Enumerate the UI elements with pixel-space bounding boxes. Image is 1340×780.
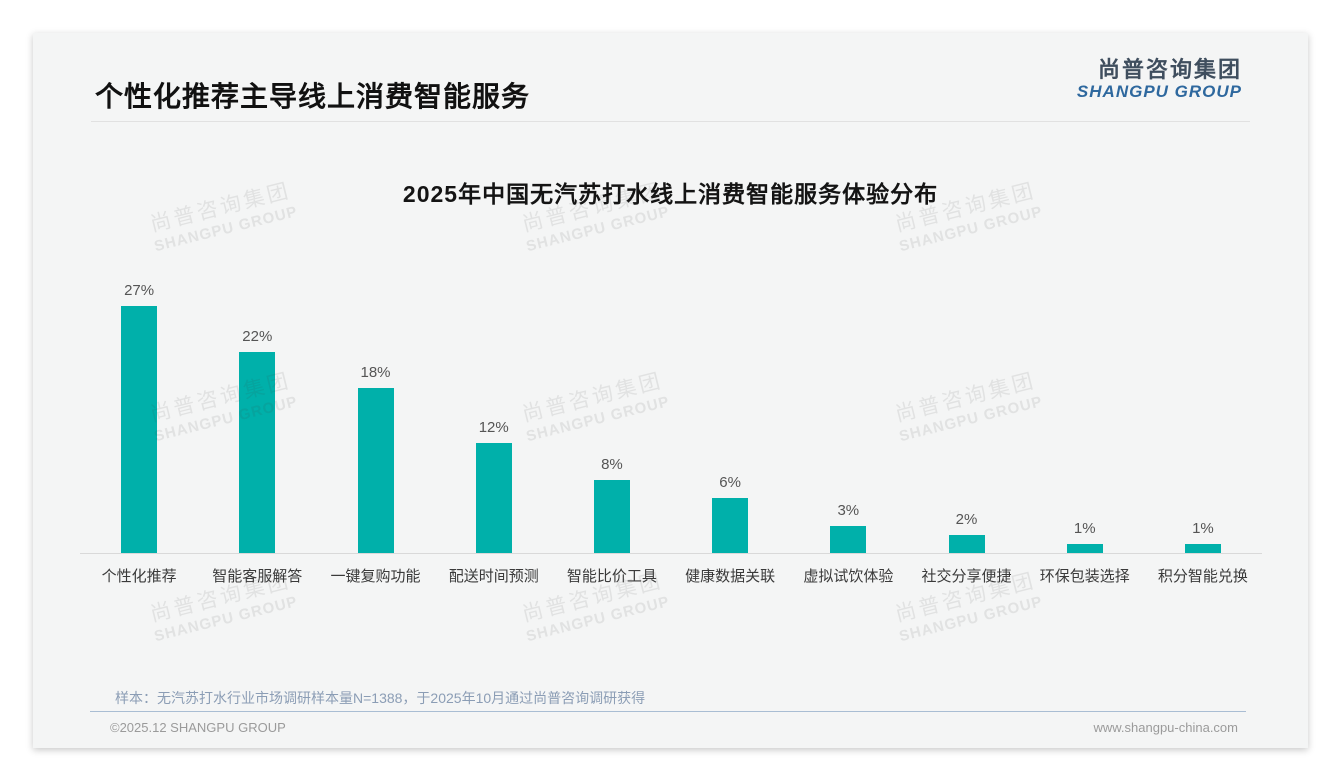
bar-column: 2% — [907, 511, 1025, 553]
bar-value-label: 1% — [1192, 520, 1214, 537]
bar — [948, 535, 985, 553]
watermark-english-text: SHANGPU GROUP — [524, 593, 672, 646]
slide-card: 个性化推荐主导线上消费智能服务 尚普咨询集团 SHANGPU GROUP 202… — [33, 33, 1308, 748]
bar-value-label: 1% — [1073, 520, 1096, 537]
bar-value-label: 12% — [478, 419, 509, 436]
watermark-english-text: SHANGPU GROUP — [152, 593, 300, 646]
bar-column: 12% — [435, 419, 553, 553]
page-title: 个性化推荐主导线上消费智能服务 — [95, 81, 531, 112]
footer-divider — [90, 711, 1246, 712]
bar-category-label: 虚拟试饮体验 — [803, 568, 894, 585]
bar-column: 18% — [316, 364, 434, 553]
bar-value-label: 18% — [360, 364, 391, 381]
logo-english-text: SHANGPU GROUP — [1076, 82, 1242, 102]
sample-footnote: 样本：无汽苏打水行业市场调研样本量N=1388，于2025年10月通过尚普咨询调… — [115, 690, 646, 706]
bar-column: 3% — [789, 502, 907, 553]
bar-category-label: 社交分享便捷 — [921, 568, 1012, 585]
bar — [1184, 544, 1221, 553]
bar-value-label: 3% — [837, 502, 860, 519]
website-text: www.shangpu-china.com — [1093, 720, 1238, 735]
chart-title: 2025年中国无汽苏打水线上消费智能服务体验分布 — [402, 181, 939, 207]
bar-value-label: 2% — [955, 511, 978, 528]
bar-category-label: 智能比价工具 — [566, 568, 657, 585]
bar — [121, 306, 158, 553]
bar-column: 6% — [671, 474, 789, 553]
bar-category-label: 配送时间预测 — [448, 568, 539, 585]
footer: ©2025.12 SHANGPU GROUP www.shangpu-china… — [110, 720, 1238, 735]
bar-value-label: 22% — [242, 328, 273, 345]
copyright-text: ©2025.12 SHANGPU GROUP — [110, 720, 286, 735]
bar-plot: 27% 22% 18% 12% 8% 6% 3% 2% 1% 1% — [80, 271, 1262, 554]
bar-value-label: 8% — [601, 456, 623, 473]
bar-column: 27% — [80, 282, 198, 553]
bar — [712, 498, 749, 553]
bar-column: 8% — [553, 456, 671, 553]
logo-chinese-text: 尚普咨询集团 — [1097, 57, 1242, 82]
bar-value-label: 27% — [124, 282, 155, 299]
bar — [593, 480, 630, 553]
company-logo: 尚普咨询集团 SHANGPU GROUP — [1077, 57, 1242, 102]
bar-categories: 个性化推荐 智能客服解答 一键复购功能 配送时间预测 智能比价工具 健康数据关联 虚拟试饮体… — [80, 565, 1262, 586]
bar-category-label: 智能客服解答 — [212, 568, 303, 585]
bar — [1066, 544, 1103, 553]
bar — [357, 388, 394, 553]
header-divider — [91, 121, 1250, 122]
bar-column: 22% — [198, 328, 316, 553]
bar — [830, 526, 867, 553]
bar — [239, 352, 276, 553]
bar-category-label: 一键复购功能 — [330, 568, 421, 585]
watermark-english-text: SHANGPU GROUP — [897, 593, 1045, 646]
bar-category-label: 健康数据关联 — [685, 568, 776, 585]
bar-category-label: 环保包装选择 — [1039, 568, 1130, 585]
bar-value-label: 6% — [719, 474, 741, 491]
bar-column: 1% — [1026, 520, 1144, 553]
bar-category-label: 积分智能兑换 — [1157, 568, 1248, 585]
bar — [475, 443, 512, 553]
bar-column: 1% — [1144, 520, 1262, 553]
bar-category-label: 个性化推荐 — [101, 568, 177, 585]
